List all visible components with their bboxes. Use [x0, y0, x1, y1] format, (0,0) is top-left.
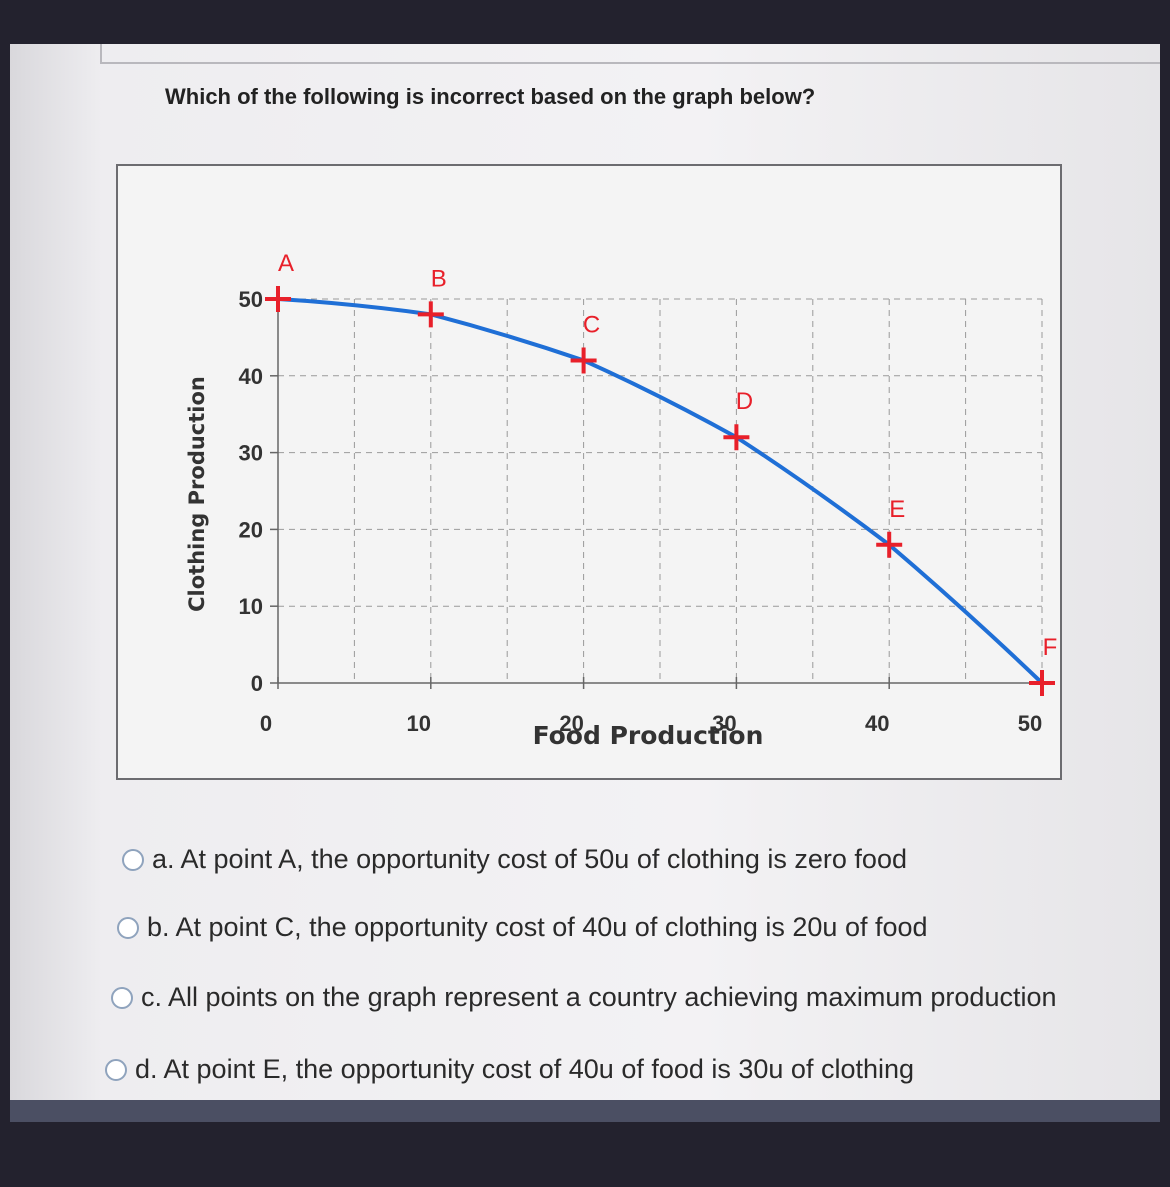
option-c[interactable]: c. All points on the graph represent a c… — [111, 982, 1057, 1013]
point-a-marker — [265, 286, 291, 312]
point-b-label: B — [431, 265, 447, 292]
point-a-label: A — [278, 250, 294, 277]
ppf-chart-svg: 0 10 20 30 40 50 0 10 20 30 40 50 Food Production Clo… — [185, 250, 1058, 750]
option-c-radio[interactable] — [111, 986, 133, 1009]
y-tick-label: 10 — [239, 594, 263, 619]
x-tick-label: 30 — [712, 711, 736, 736]
option-b-label: b. At point C, the opportunity cost of 4… — [147, 912, 928, 942]
question-text: Which of the following is incorrect base… — [165, 84, 816, 109]
header-divider — [100, 44, 1160, 64]
quiz-page: Which of the following is incorrect base… — [10, 44, 1160, 1122]
y-axis-label: Clothing Production — [185, 376, 209, 612]
point-d-marker — [723, 424, 750, 451]
point-c-marker — [570, 347, 597, 374]
x-tick-label: 0 — [260, 711, 272, 736]
y-tick-label: 50 — [239, 287, 263, 312]
option-d-label: d. At point E, the opportunity cost of 4… — [135, 1054, 915, 1084]
x-tick-label: 10 — [407, 711, 431, 736]
point-b-marker — [417, 301, 444, 328]
point-e-label: E — [889, 496, 905, 523]
y-tick-label: 0 — [251, 671, 263, 696]
point-f-label: F — [1043, 634, 1058, 661]
option-b-radio[interactable] — [117, 916, 139, 939]
x-tick-label: 40 — [865, 711, 889, 736]
point-d-label: D — [736, 388, 753, 415]
y-tick-label: 40 — [239, 364, 263, 389]
option-a-radio[interactable] — [122, 848, 144, 871]
option-a-label: a. At point A, the opportunity cost of 5… — [152, 844, 907, 874]
option-d-radio[interactable] — [105, 1058, 127, 1081]
x-tick-label: 20 — [559, 711, 583, 736]
x-axis-label: Food Production — [533, 721, 764, 750]
point-e-marker — [876, 531, 903, 558]
option-c-label: c. All points on the graph represent a c… — [141, 982, 1057, 1012]
option-b[interactable]: b. At point C, the opportunity cost of 4… — [117, 912, 928, 943]
y-tick-label: 30 — [239, 441, 263, 466]
point-f-marker — [1029, 670, 1055, 696]
y-tick-label: 20 — [239, 517, 263, 542]
ppf-chart: 0 10 20 30 40 50 0 10 20 30 40 50 Food Production Clo… — [116, 164, 1062, 780]
bottom-bar — [10, 1100, 1160, 1122]
option-a[interactable]: a. At point A, the opportunity cost of 5… — [122, 844, 907, 875]
option-d[interactable]: d. At point E, the opportunity cost of 4… — [105, 1054, 914, 1085]
x-tick-label: 50 — [1018, 711, 1042, 736]
point-c-label: C — [583, 311, 600, 338]
